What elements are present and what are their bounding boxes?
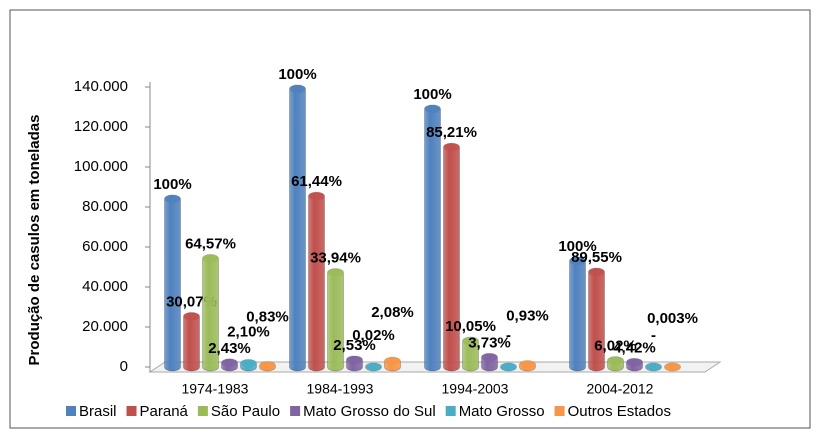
bar: [327, 268, 344, 372]
legend-swatch: [445, 406, 456, 416]
value-label: 3,73%: [468, 334, 511, 351]
value-label: 0,93%: [506, 308, 549, 325]
value-label: 10,05%: [445, 318, 496, 335]
y-axis-title: Produção de casulos em toneladas: [26, 115, 43, 366]
bar-top: [645, 363, 662, 371]
value-label: 89,55%: [571, 249, 622, 266]
bar-top: [164, 195, 181, 203]
y-tick-label: 120.000: [74, 118, 128, 135]
value-label: -: [506, 327, 511, 344]
value-label: 100%: [153, 176, 191, 193]
bar-top: [481, 353, 498, 362]
bar-top: [500, 363, 517, 371]
bar-top: [664, 362, 681, 371]
value-label: 85,21%: [426, 124, 477, 141]
value-label: 0,02%: [352, 327, 395, 344]
chart-frame: [9, 9, 811, 429]
legend-swatch: [66, 406, 76, 416]
bar-top: [569, 257, 586, 265]
y-tick-label: 80.000: [82, 198, 128, 215]
y-tick-label: 20.000: [82, 318, 128, 335]
bar-top: [607, 356, 624, 365]
bar-top: [308, 192, 325, 201]
legend-swatch: [197, 406, 208, 416]
y-tick-label: 0: [120, 358, 128, 375]
value-label: 64,57%: [185, 235, 236, 252]
value-label: 6,02%: [594, 338, 637, 355]
legend-label: Outros Estados: [568, 403, 671, 420]
bar: [183, 312, 200, 372]
legend-label: Paraná: [140, 403, 189, 420]
bar-top: [365, 362, 382, 371]
value-label: 100%: [413, 86, 451, 103]
legend-label: Brasil: [79, 403, 117, 420]
value-label: 61,44%: [291, 173, 342, 190]
value-label: 0,83%: [246, 309, 289, 326]
value-label: 2,53%: [333, 337, 376, 354]
x-tick-label: 1994-2003: [442, 381, 509, 397]
bar-top: [346, 355, 363, 364]
bar-top: [519, 360, 536, 369]
y-tick-label: 100.000: [74, 158, 128, 175]
bar-top: [183, 312, 200, 321]
legend-swatch: [126, 406, 137, 416]
value-label: 33,94%: [310, 250, 361, 267]
legend-swatch: [290, 406, 301, 416]
bar-top: [289, 85, 306, 93]
y-tick-label: 140.000: [74, 78, 128, 95]
value-label: 2,43%: [208, 340, 251, 357]
value-label: 2,10%: [227, 323, 270, 340]
bar-top: [384, 357, 401, 366]
bar: [569, 256, 586, 372]
bar-top: [221, 358, 238, 367]
bar-top: [240, 359, 257, 368]
bar-top: [588, 268, 605, 277]
value-label: 100%: [278, 66, 316, 83]
x-tick-label: 1974-1983: [182, 381, 249, 397]
bar: [164, 194, 181, 372]
value-label: 4,42%: [613, 339, 656, 356]
value-label: -: [651, 327, 656, 344]
legend-swatch: [554, 406, 565, 416]
bar: [443, 142, 460, 372]
x-tick-label: 2004-2012: [587, 381, 654, 397]
bar-top: [202, 254, 219, 263]
bar-top: [259, 361, 276, 370]
value-label: 0,003%: [647, 310, 698, 327]
y-tick-label: 60.000: [82, 238, 128, 255]
bar-top: [626, 358, 643, 367]
bar-top: [327, 268, 344, 277]
legend-label: São Paulo: [211, 403, 280, 420]
bar-top: [462, 337, 479, 346]
bar-top: [443, 143, 460, 152]
legend-label: Mato Grosso: [459, 403, 545, 420]
bar-top: [424, 105, 441, 113]
bar: [308, 191, 325, 372]
y-tick-label: 40.000: [82, 278, 128, 295]
value-label: 2,08%: [371, 304, 414, 321]
bar: [289, 84, 306, 372]
bar: [588, 267, 605, 372]
x-tick-label: 1984-1993: [307, 381, 374, 397]
bar: [424, 104, 441, 372]
value-label: 100%: [558, 238, 596, 255]
legend-label: Mato Grosso do Sul: [303, 403, 436, 420]
